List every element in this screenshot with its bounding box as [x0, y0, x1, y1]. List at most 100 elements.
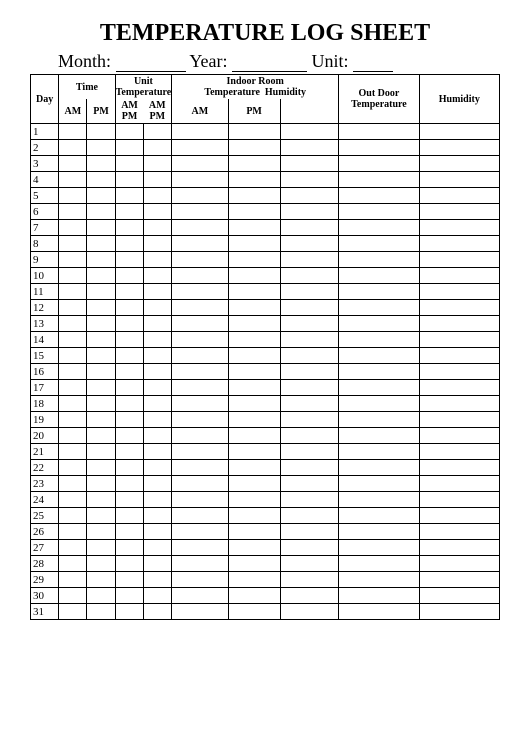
day-cell: 12	[31, 300, 59, 316]
empty-cell	[228, 204, 280, 220]
empty-cell	[280, 140, 339, 156]
empty-cell	[115, 556, 143, 572]
empty-cell	[228, 300, 280, 316]
empty-cell	[228, 492, 280, 508]
table-body: 1234567891011121314151617181920212223242…	[31, 124, 500, 620]
empty-cell	[280, 300, 339, 316]
empty-cell	[228, 460, 280, 476]
empty-cell	[228, 540, 280, 556]
empty-cell	[87, 140, 115, 156]
empty-cell	[339, 460, 419, 476]
month-blank	[116, 54, 186, 72]
empty-cell	[228, 588, 280, 604]
table-row: 16	[31, 364, 500, 380]
day-cell: 13	[31, 316, 59, 332]
empty-cell	[143, 588, 171, 604]
empty-cell	[115, 588, 143, 604]
empty-cell	[87, 412, 115, 428]
table-row: 26	[31, 524, 500, 540]
table-row: 23	[31, 476, 500, 492]
empty-cell	[143, 332, 171, 348]
empty-cell	[172, 524, 228, 540]
empty-cell	[419, 524, 499, 540]
empty-cell	[228, 124, 280, 140]
empty-cell	[143, 300, 171, 316]
empty-cell	[419, 556, 499, 572]
table-row: 7	[31, 220, 500, 236]
empty-cell	[228, 316, 280, 332]
empty-cell	[87, 284, 115, 300]
empty-cell	[280, 492, 339, 508]
empty-cell	[59, 556, 87, 572]
empty-cell	[59, 364, 87, 380]
empty-cell	[59, 492, 87, 508]
empty-cell	[59, 476, 87, 492]
empty-cell	[172, 396, 228, 412]
empty-cell	[143, 572, 171, 588]
empty-cell	[339, 476, 419, 492]
empty-cell	[87, 492, 115, 508]
empty-cell	[419, 172, 499, 188]
empty-cell	[339, 524, 419, 540]
table-row: 11	[31, 284, 500, 300]
year-label: Year:	[189, 51, 227, 71]
empty-cell	[172, 124, 228, 140]
day-cell: 14	[31, 332, 59, 348]
empty-cell	[143, 460, 171, 476]
empty-cell	[228, 220, 280, 236]
empty-cell	[419, 284, 499, 300]
table-row: 25	[31, 508, 500, 524]
empty-cell	[172, 188, 228, 204]
empty-cell	[280, 332, 339, 348]
empty-cell	[143, 556, 171, 572]
empty-cell	[228, 508, 280, 524]
empty-cell	[115, 140, 143, 156]
empty-cell	[228, 364, 280, 380]
day-cell: 21	[31, 444, 59, 460]
empty-cell	[280, 572, 339, 588]
empty-cell	[59, 444, 87, 460]
empty-cell	[59, 236, 87, 252]
empty-cell	[228, 284, 280, 300]
empty-cell	[419, 412, 499, 428]
empty-cell	[87, 220, 115, 236]
empty-cell	[280, 220, 339, 236]
empty-cell	[59, 268, 87, 284]
day-cell: 15	[31, 348, 59, 364]
empty-cell	[115, 204, 143, 220]
empty-cell	[172, 572, 228, 588]
empty-cell	[419, 604, 499, 620]
empty-cell	[115, 492, 143, 508]
table-row: 21	[31, 444, 500, 460]
empty-cell	[115, 524, 143, 540]
empty-cell	[115, 476, 143, 492]
day-cell: 31	[31, 604, 59, 620]
header-indoor-line1: Indoor Room	[227, 76, 284, 87]
day-cell: 18	[31, 396, 59, 412]
empty-cell	[339, 508, 419, 524]
day-cell: 26	[31, 524, 59, 540]
day-cell: 3	[31, 156, 59, 172]
empty-cell	[87, 508, 115, 524]
empty-cell	[228, 140, 280, 156]
empty-cell	[115, 412, 143, 428]
empty-cell	[143, 540, 171, 556]
empty-cell	[280, 252, 339, 268]
empty-cell	[339, 364, 419, 380]
empty-cell	[115, 124, 143, 140]
empty-cell	[172, 348, 228, 364]
empty-cell	[87, 476, 115, 492]
empty-cell	[115, 316, 143, 332]
empty-cell	[339, 492, 419, 508]
empty-cell	[280, 444, 339, 460]
empty-cell	[59, 124, 87, 140]
empty-cell	[339, 188, 419, 204]
unit-label: Unit:	[312, 51, 349, 71]
header-outdoor-line1: Out Door	[359, 88, 400, 99]
table-row: 22	[31, 460, 500, 476]
empty-cell	[59, 412, 87, 428]
empty-cell	[419, 268, 499, 284]
empty-cell	[339, 396, 419, 412]
empty-cell	[59, 332, 87, 348]
empty-cell	[172, 588, 228, 604]
